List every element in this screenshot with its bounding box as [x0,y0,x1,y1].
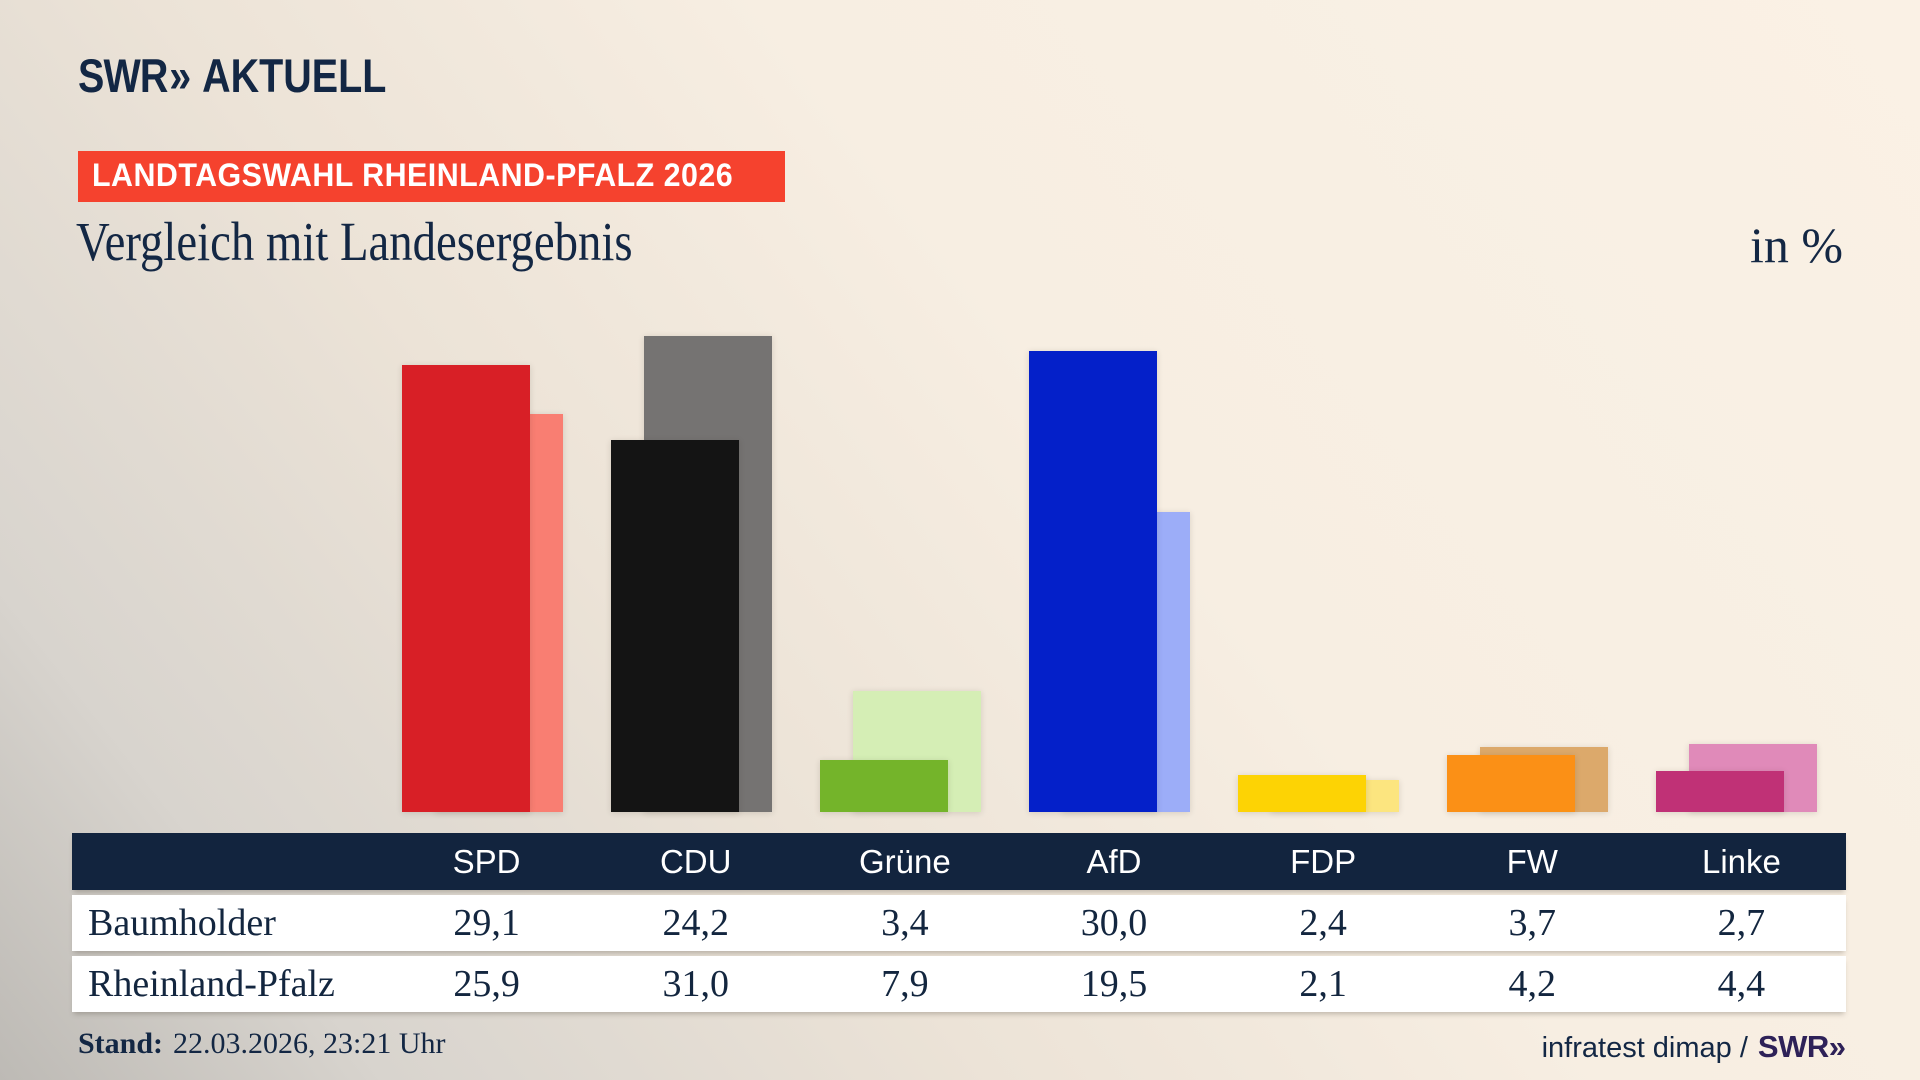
results-table: SPD CDU Grüne AfD FDP FW Linke Baumholder 29,1 24… [72,833,1846,1012]
header-cell-fdp: FDP [1290,842,1357,880]
logo-brand-text: SWR [78,49,168,102]
value-cell-afd-baumholder: 30,0 [1080,902,1148,944]
source-chevron-icon: » [1828,1029,1846,1064]
value-cell-spd-baumholder: 29,1 [453,902,520,944]
value-cell-cdu-baumholder: 24,2 [662,902,729,944]
timestamp-label: Stand: [78,1027,164,1060]
value-cell-gr-ne-rheinland-pfalz: 7,9 [881,963,929,1005]
header-cell-fw: FW [1506,842,1558,880]
table-header-row: SPD CDU Grüne AfD FDP FW Linke [72,833,1846,890]
table-row-baumholder: Baumholder 29,1 24,2 3,4 30,0 2,4 3,7 2,7 [72,895,1846,951]
value-cell-gr-ne-baumholder: 3,4 [881,902,929,944]
value-cell-cdu-rheinland-pfalz: 31,0 [662,963,729,1005]
bar-fw-baumholder [1447,755,1576,812]
value-cell-linke-baumholder: 2,7 [1717,902,1766,944]
header-cell-gr-ne: Grüne [858,842,951,880]
bar-chart [401,336,1818,812]
table-row-rheinland-pfalz: Rheinland-Pfalz 25,9 31,0 7,9 19,5 2,1 4,2 4,4 [72,956,1846,1012]
bar-spd-baumholder [401,365,530,812]
timestamp-value: 22.03.2026, 23:21 Uhr [173,1027,446,1060]
unit-label: in % [1749,217,1843,273]
swr-aktuell-logo: SWR» AKTUELL [78,48,386,103]
value-cell-fw-rheinland-pfalz: 4,2 [1508,963,1557,1005]
bar-fdp-baumholder [1238,775,1367,812]
election-badge-label: LANDTAGSWAHL RHEINLAND-PFALZ 2026 [92,157,734,193]
row-label-baumholder: Baumholder [88,902,276,944]
value-cell-linke-rheinland-pfalz: 4,4 [1717,963,1766,1005]
row-label-rheinland-pfalz: Rheinland-Pfalz [88,963,335,1005]
logo-product-text: AKTUELL [202,49,387,102]
header-cell-cdu: CDU [659,842,732,880]
value-cell-fdp-baumholder: 2,4 [1299,902,1347,944]
double-chevron-icon: » [169,49,191,102]
header-cell-afd: AfD [1086,842,1142,880]
source-text: infratest dimap / [1541,1032,1748,1064]
value-cell-afd-rheinland-pfalz: 19,5 [1080,963,1148,1005]
source-credit: infratest dimap / SWR» [1541,1029,1846,1065]
table-corner-cell [72,833,382,890]
source-swr-brand: SWR [1757,1029,1829,1064]
bar-linke-baumholder [1656,771,1785,812]
chart-title: Vergleich mit Landesergebnis [76,211,633,272]
bar-cdu-baumholder [610,440,739,812]
header-cell-linke: Linke [1701,842,1781,880]
value-cell-fw-baumholder: 3,7 [1508,902,1557,944]
bar-afd-baumholder [1029,351,1157,812]
value-cell-spd-rheinland-pfalz: 25,9 [453,963,520,1005]
header-cell-spd: SPD [452,842,521,880]
value-cell-fdp-rheinland-pfalz: 2,1 [1299,963,1347,1005]
bar-gr-ne-baumholder [819,760,948,812]
election-badge: LANDTAGSWAHL RHEINLAND-PFALZ 2026 [78,151,785,202]
timestamp-line: Stand: 22.03.2026, 23:21 Uhr [78,1027,446,1061]
